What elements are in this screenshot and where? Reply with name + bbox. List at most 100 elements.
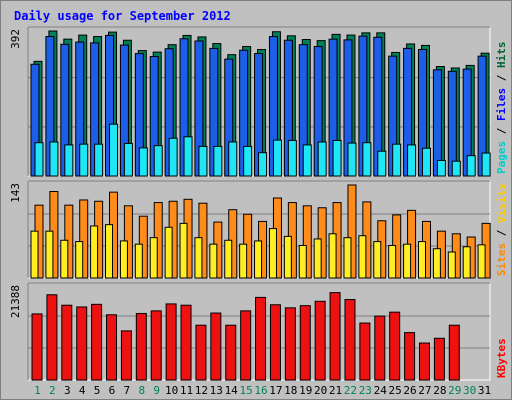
- sites-bar-day-18: [283, 235, 292, 279]
- sites-bar-day-11: [179, 222, 188, 279]
- sites-bar-day-4: [75, 241, 84, 279]
- pages-bar-day-5: [94, 143, 104, 177]
- sites-bar-day-17: [268, 228, 277, 279]
- legend-separator: /: [495, 68, 508, 88]
- x-tick-label-day-12: 12: [195, 384, 208, 397]
- x-tick-label-day-4: 4: [79, 384, 86, 397]
- pages-bar-day-31: [481, 152, 491, 177]
- kbytes-bar-day-14: [225, 324, 237, 381]
- pages-bar-day-24: [377, 150, 387, 177]
- pages-bar-day-11: [183, 136, 193, 177]
- sites-bar-day-15: [239, 243, 248, 279]
- kbytes-bar-day-11: [180, 304, 192, 381]
- x-tick-label-day-1: 1: [34, 384, 41, 397]
- x-tick-label-day-22: 22: [344, 384, 357, 397]
- x-tick-label-day-19: 19: [299, 384, 312, 397]
- legend-visits: Visits: [495, 183, 508, 223]
- panel-1-legend: Sites / Visits: [495, 183, 508, 276]
- sites-bar-day-29: [447, 251, 456, 279]
- pages-bar-day-2: [49, 141, 59, 177]
- kbytes-bar-day-28: [433, 337, 445, 381]
- x-tick-label-day-28: 28: [433, 384, 446, 397]
- pages-bar-day-28: [436, 159, 446, 177]
- pages-bar-day-8: [138, 147, 148, 177]
- legend-sites: Sites: [495, 243, 508, 276]
- pages-bar-day-23: [362, 142, 372, 177]
- sites-bar-day-25: [388, 244, 397, 279]
- x-tick-label-day-10: 10: [165, 384, 178, 397]
- pages-bar-day-26: [407, 144, 417, 177]
- sites-bar-day-9: [149, 237, 158, 279]
- pages-bar-day-4: [79, 143, 89, 177]
- sites-bar-day-27: [417, 241, 426, 279]
- sites-bar-day-30: [462, 246, 471, 279]
- x-tick-label-day-30: 30: [463, 384, 476, 397]
- kbytes-bar-day-8: [135, 312, 147, 381]
- pages-bar-day-18: [287, 139, 297, 177]
- x-tick-label-day-17: 17: [269, 384, 282, 397]
- kbytes-bar-day-21: [329, 292, 341, 381]
- x-tick-label-day-20: 20: [314, 384, 327, 397]
- x-tick-label-day-8: 8: [138, 384, 145, 397]
- pages-bar-day-9: [153, 145, 163, 177]
- sites-bar-day-12: [194, 237, 203, 279]
- x-tick-label-day-13: 13: [210, 384, 223, 397]
- kbytes-bar-day-23: [359, 322, 371, 381]
- kbytes-bar-day-27: [418, 342, 430, 381]
- kbytes-bar-day-29: [448, 324, 460, 381]
- kbytes-bar-day-10: [165, 303, 177, 381]
- pages-bar-day-30: [466, 155, 476, 177]
- pages-bar-day-21: [332, 139, 342, 177]
- pages-bar-day-19: [302, 144, 312, 177]
- x-tick-label-day-29: 29: [448, 384, 461, 397]
- kbytes-bar-day-9: [150, 310, 162, 381]
- kbytes-bar-day-24: [374, 315, 386, 381]
- pages-bar-day-7: [123, 142, 133, 177]
- sites-bar-day-19: [298, 244, 307, 279]
- visits-bar-day-4: [79, 199, 89, 279]
- sites-bar-day-20: [313, 238, 322, 279]
- pages-bar-day-15: [243, 145, 253, 177]
- x-tick-label-day-27: 27: [418, 384, 431, 397]
- pages-bar-day-1: [34, 142, 44, 177]
- x-tick-label-day-31: 31: [478, 384, 491, 397]
- x-tick-label-day-23: 23: [359, 384, 372, 397]
- x-tick-label-day-21: 21: [329, 384, 342, 397]
- sites-bar-day-3: [60, 239, 69, 279]
- visits-bar-day-22: [347, 184, 357, 279]
- sites-bar-day-31: [477, 244, 486, 279]
- sites-bar-day-26: [403, 243, 412, 279]
- x-tick-label-day-16: 16: [254, 384, 267, 397]
- pages-bar-day-16: [258, 152, 268, 177]
- panel-1-ymax-label: 143: [9, 183, 22, 203]
- kbytes-bar-day-6: [106, 314, 118, 381]
- kbytes-bar-day-26: [404, 332, 416, 381]
- pages-bar-day-22: [347, 142, 357, 177]
- visits-bar-day-19: [302, 205, 312, 279]
- pages-bar-day-10: [168, 137, 178, 177]
- sites-bar-day-24: [373, 241, 382, 279]
- sites-bar-day-13: [209, 243, 218, 279]
- panel-0-ymax-label: 392: [9, 29, 22, 49]
- pages-bar-day-6: [109, 123, 119, 177]
- legend-pages: Pages: [495, 141, 508, 174]
- kbytes-bar-day-12: [195, 324, 207, 381]
- sites-bar-day-2: [45, 230, 54, 279]
- sites-bar-day-8: [134, 243, 143, 279]
- kbytes-bar-day-4: [76, 306, 88, 381]
- kbytes-bar-day-7: [120, 330, 132, 381]
- sites-bar-day-6: [105, 224, 114, 279]
- sites-bar-day-28: [432, 248, 441, 279]
- kbytes-bar-day-19: [299, 305, 311, 381]
- sites-bar-day-10: [164, 226, 173, 279]
- x-tick-label-day-24: 24: [374, 384, 388, 397]
- sites-bar-day-14: [224, 239, 233, 279]
- sites-bar-day-7: [119, 240, 128, 279]
- kbytes-bar-day-2: [46, 294, 58, 381]
- legend-kbytes: KBytes: [495, 338, 508, 378]
- kbytes-bar-day-25: [389, 311, 401, 381]
- sites-bar-day-22: [343, 237, 352, 279]
- kbytes-bar-day-1: [31, 313, 43, 381]
- pages-bar-day-3: [64, 144, 74, 177]
